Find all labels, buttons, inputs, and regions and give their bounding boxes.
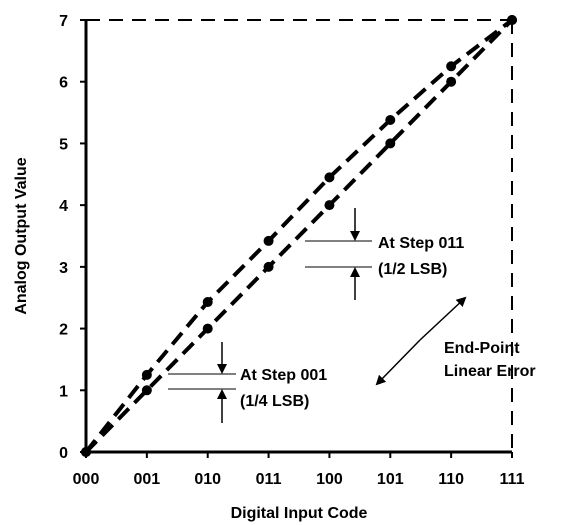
- endpoint-error-arrow: [419, 296, 467, 341]
- series-2-point: [202, 323, 213, 334]
- x-axis-label: Digital Input Code: [231, 505, 368, 522]
- x-tick-label: 111: [500, 471, 525, 488]
- y-tick-label: 3: [59, 260, 68, 277]
- series-1-point: [141, 369, 152, 380]
- x-tick-label: 110: [438, 471, 464, 488]
- y-tick-label: 0: [59, 445, 68, 462]
- series-2-point: [385, 138, 396, 149]
- y-tick-label: 4: [59, 198, 68, 215]
- endpoint-error-arrow-back: [375, 339, 421, 386]
- series-2-line: [84, 18, 514, 454]
- step011-lsb-label: (1/2 LSB): [378, 261, 447, 278]
- y-tick-label: 7: [59, 13, 68, 30]
- step011-label: At Step 011: [378, 235, 464, 252]
- series-layer: [81, 15, 517, 457]
- x-tick-label: 001: [134, 471, 161, 488]
- series-2-point: [324, 200, 335, 211]
- series-1-point: [202, 297, 213, 308]
- x-ticks: 000 001 010 011 100 101 110 111: [73, 452, 525, 488]
- series-1-point: [446, 61, 457, 72]
- series-2-point: [507, 15, 517, 25]
- y-axis-label: Analog Output Value: [13, 157, 30, 314]
- series-2-point: [81, 447, 91, 457]
- series-2-point: [141, 385, 152, 396]
- endpoint-label: End-Point: [444, 340, 520, 357]
- y-tick-label: 6: [59, 75, 68, 92]
- series-1-point: [324, 172, 335, 183]
- endpoint-error-label: Linear Error: [444, 363, 536, 380]
- x-tick-label: 010: [194, 471, 221, 488]
- step001-lsb-label: (1/4 LSB): [240, 393, 309, 410]
- x-tick-label: 000: [73, 471, 100, 488]
- y-tick-label: 2: [59, 322, 68, 339]
- series-2-point: [446, 76, 457, 87]
- x-tick-label: 011: [256, 471, 282, 488]
- y-tick-label: 5: [59, 136, 68, 153]
- series-2-point: [263, 261, 274, 272]
- x-tick-label: 101: [377, 471, 404, 488]
- y-ticks: 0 1 2 3 4 5 6 7: [59, 13, 86, 462]
- series-1-line: [84, 18, 514, 454]
- series-1-point: [263, 235, 274, 246]
- step001-label: At Step 001: [240, 367, 327, 384]
- y-tick-label: 1: [59, 383, 68, 400]
- x-tick-label: 100: [316, 471, 343, 488]
- series-1-point: [385, 114, 396, 125]
